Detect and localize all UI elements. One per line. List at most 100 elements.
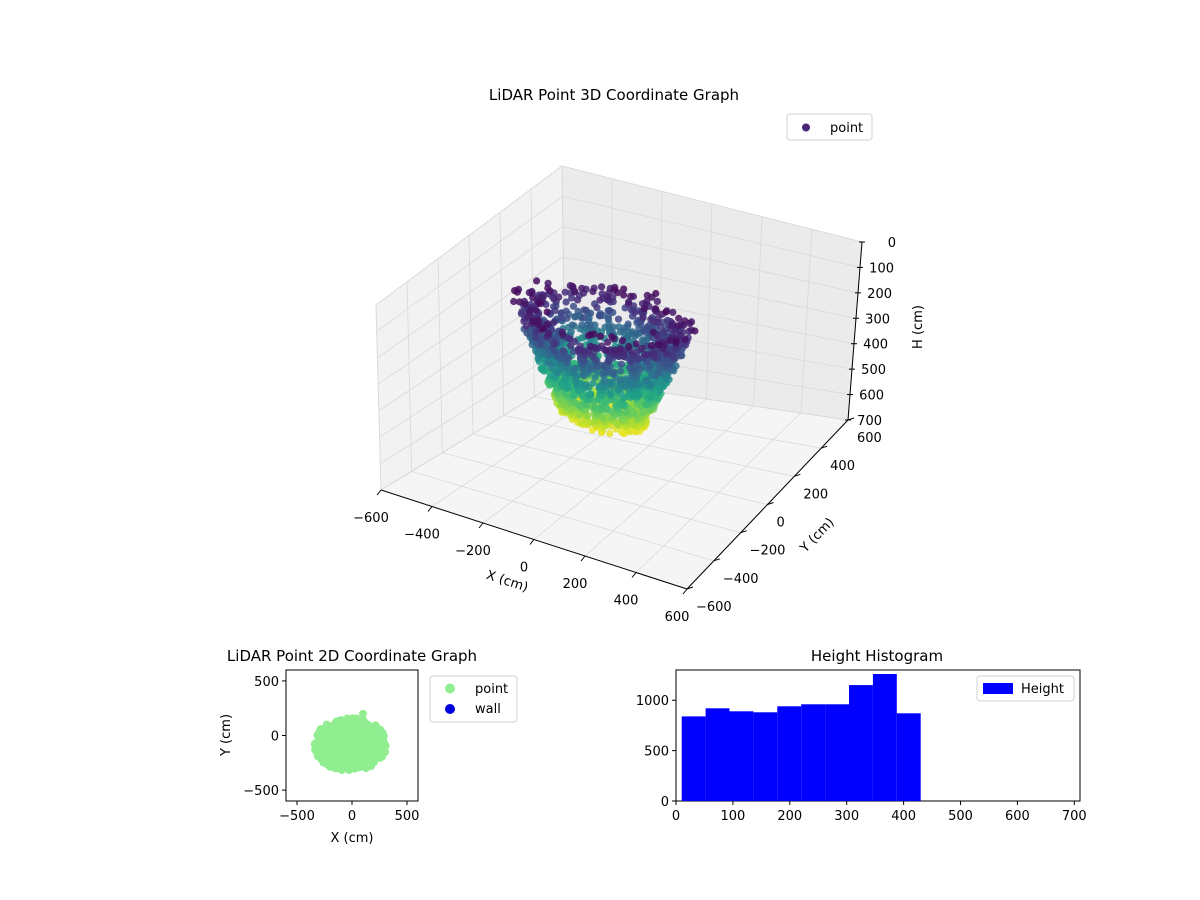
grid-line — [753, 216, 763, 407]
point-3d — [550, 347, 558, 355]
point-3d — [602, 399, 610, 407]
x-tick-3d — [478, 522, 484, 529]
x-tick-label-histogram: 600 — [1005, 809, 1030, 824]
grid-line — [376, 195, 563, 332]
plot-3d: LiDAR Point 3D Coordinate Graph −600 −400… — [353, 86, 926, 625]
point-3d — [626, 357, 634, 365]
x-tick-label-3d: 600 — [665, 610, 690, 625]
point-3d — [528, 287, 536, 296]
point-3d — [578, 321, 586, 329]
point-3d — [617, 381, 625, 389]
point-3d — [576, 346, 584, 354]
histogram-bar — [896, 713, 921, 801]
point-3d — [681, 317, 689, 325]
point-3d — [568, 282, 577, 290]
grid-line — [375, 304, 382, 491]
point-3d — [596, 296, 604, 304]
point-3d — [672, 339, 680, 347]
point-cloud-3d — [510, 277, 699, 438]
grid-line — [406, 281, 413, 472]
point-3d — [652, 379, 660, 387]
point-3d — [652, 289, 660, 298]
grid-line — [375, 165, 563, 306]
z-ticks-3d: 0 100 200 300 400 500 600 700 — [845, 236, 896, 429]
x-tick-label-2d: 500 — [395, 809, 420, 824]
z-tick-label-3d: 100 — [869, 261, 894, 276]
point-3d — [586, 342, 595, 350]
point-2d — [345, 739, 354, 748]
grid-line — [503, 414, 795, 477]
legend-2d-marker-wall — [445, 704, 455, 714]
point-3d — [609, 323, 617, 331]
x-tick-3d — [427, 506, 433, 512]
point-3d — [669, 350, 677, 358]
point-3d — [630, 366, 638, 374]
legend-3d: point — [786, 113, 873, 141]
point-3d — [603, 293, 612, 301]
y-tick-3d — [794, 473, 801, 477]
point-3d — [571, 288, 579, 296]
grid-line — [563, 256, 857, 319]
point-3d — [536, 300, 545, 308]
point-2d — [322, 720, 331, 729]
grid-line — [468, 235, 474, 435]
point-3d — [631, 308, 639, 317]
point-3d — [571, 364, 579, 373]
point-3d — [667, 321, 675, 329]
point-3d — [566, 335, 574, 343]
point-3d — [616, 400, 625, 408]
point-3d — [561, 377, 569, 386]
point-3d — [593, 304, 601, 312]
point-2d — [349, 749, 358, 758]
point-3d — [640, 305, 649, 313]
x-tick-label-histogram: 500 — [948, 809, 973, 824]
point-2d — [367, 745, 376, 754]
x-tick-3d — [682, 588, 688, 595]
point-3d — [551, 307, 559, 315]
y-tick-3d — [821, 445, 828, 449]
point-3d — [632, 330, 640, 338]
point-3d — [521, 300, 529, 308]
histogram-bar — [801, 704, 826, 801]
point-3d — [529, 294, 537, 302]
point-3d — [598, 290, 606, 298]
point-3d — [587, 390, 595, 398]
point-3d — [564, 354, 572, 362]
point-3d — [569, 302, 578, 310]
point-3d — [639, 408, 648, 417]
y-ticks-2d: −500 0 500 — [243, 675, 286, 799]
point-3d — [604, 338, 612, 346]
point-3d — [582, 381, 590, 389]
point-3d — [516, 298, 524, 306]
point-3d — [561, 288, 569, 296]
chart-title-histogram: Height Histogram — [811, 647, 943, 665]
legend-2d-label-point: point — [475, 682, 508, 697]
x-tick-label-3d: 200 — [563, 577, 588, 592]
point-3d — [647, 315, 655, 323]
legend-3d-box — [786, 113, 873, 141]
x-tick-label-3d: 400 — [614, 594, 639, 609]
histogram-bar — [753, 712, 778, 801]
point-3d — [616, 345, 624, 353]
z-tick-label-3d: 600 — [859, 389, 884, 404]
histogram-bar — [681, 716, 706, 801]
point-3d — [610, 368, 618, 376]
point-3d — [646, 393, 654, 401]
plot-2d: LiDAR Point 2D Coordinate Graph −500 0 500… — [219, 647, 518, 846]
grid-line — [800, 229, 813, 414]
point-2d — [376, 738, 385, 747]
point-3d — [643, 377, 651, 385]
grid-line — [411, 470, 714, 562]
point-3d — [568, 321, 576, 329]
y-tick-label-2d: 0 — [271, 730, 279, 745]
point-3d — [674, 322, 682, 330]
y-tick-3d — [767, 502, 774, 505]
point-3d — [606, 429, 614, 437]
z-tick-label-3d: 300 — [865, 312, 890, 327]
point-2d — [328, 755, 337, 764]
point-3d — [687, 318, 696, 326]
y-tick-label-3d: 600 — [857, 431, 882, 446]
point-3d — [563, 314, 571, 322]
y-tick-3d — [713, 558, 720, 562]
point-2d — [359, 717, 368, 726]
